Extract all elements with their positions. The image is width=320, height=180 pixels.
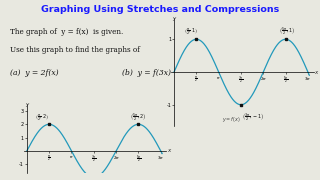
Text: x: x xyxy=(314,69,317,75)
Text: $\left(\frac{\pi}{2},2\right)$: $\left(\frac{\pi}{2},2\right)$ xyxy=(35,112,49,123)
Text: (b)  y = f(3x): (b) y = f(3x) xyxy=(122,69,171,77)
Text: $\left(\frac{\pi}{2},1\right)$: $\left(\frac{\pi}{2},1\right)$ xyxy=(184,27,197,37)
Text: The graph of  y = f(x)  is given.: The graph of y = f(x) is given. xyxy=(10,28,123,36)
Text: y: y xyxy=(25,102,28,107)
Text: x: x xyxy=(167,148,170,153)
Text: Use this graph to find the graphs of: Use this graph to find the graphs of xyxy=(10,46,140,54)
Text: $\left(\frac{5\pi}{2},2\right)$: $\left(\frac{5\pi}{2},2\right)$ xyxy=(130,111,146,123)
Text: y: y xyxy=(172,16,176,21)
Text: (a)  y = 2f(x): (a) y = 2f(x) xyxy=(10,69,58,77)
Text: $\left(\frac{3\pi}{2},-1\right)$: $\left(\frac{3\pi}{2},-1\right)$ xyxy=(242,112,264,123)
Text: Graphing Using Stretches and Compressions: Graphing Using Stretches and Compression… xyxy=(41,4,279,14)
Text: $\left(\frac{5\pi}{2},1\right)$: $\left(\frac{5\pi}{2},1\right)$ xyxy=(278,26,295,37)
Text: $y = f(x)$: $y = f(x)$ xyxy=(221,115,240,124)
